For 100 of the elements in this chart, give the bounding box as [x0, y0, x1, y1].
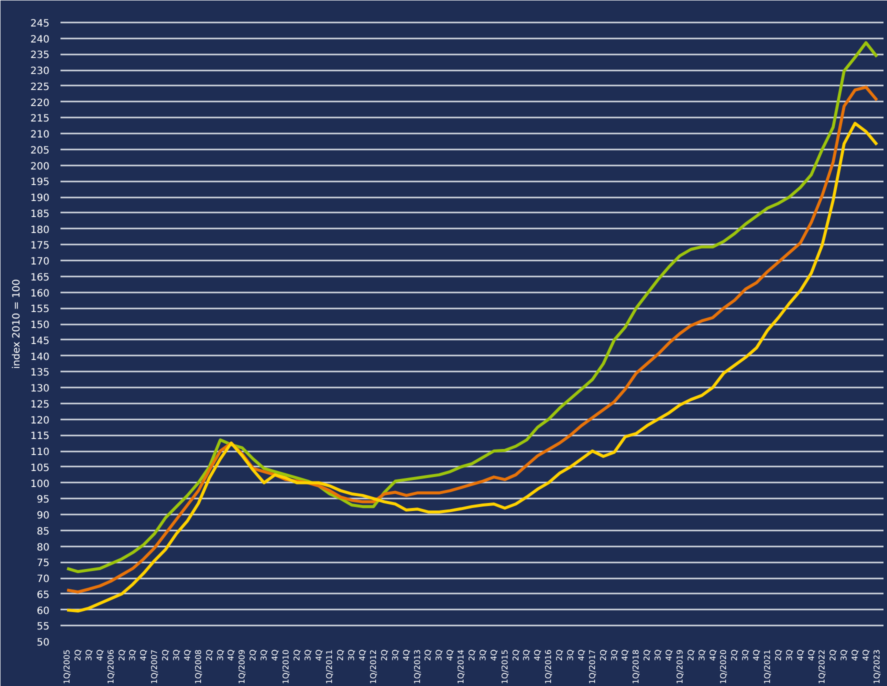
x-tick-label: 4Q	[861, 649, 870, 661]
x-tick-label: 1Q/2009	[238, 649, 247, 684]
x-tick-label: 2Q	[468, 649, 476, 661]
x-tick-label: 2Q	[511, 649, 520, 661]
x-tick-label: 3Q	[303, 649, 312, 661]
y-tick-label: 95	[36, 494, 50, 506]
y-tick-label: 130	[30, 384, 50, 394]
x-tick-label: 2Q	[642, 649, 652, 661]
x-tick-label: 1Q/2017	[588, 649, 597, 684]
x-tick-label: 2Q	[774, 649, 783, 661]
y-tick-label: 70	[36, 574, 50, 585]
x-tick-label: 3Q	[260, 649, 269, 661]
y-tick-label: 175	[30, 240, 50, 252]
x-tick-label: 3Q	[697, 649, 706, 661]
y-tick-label: 165	[30, 272, 50, 284]
y-tick-label: 55	[36, 622, 50, 633]
y-tick-label: 75	[36, 558, 50, 570]
x-tick-label: 3Q	[478, 649, 488, 661]
y-tick-label: 85	[36, 526, 50, 538]
y-tick-label: 170	[30, 256, 50, 268]
y-tick-label: 185	[30, 208, 50, 220]
x-tick-label: 1Q/2012	[369, 649, 378, 684]
x-tick-label: 4Q	[620, 649, 630, 661]
x-tick-label: 4Q	[358, 649, 368, 661]
x-tick-label: 3Q	[654, 649, 663, 661]
x-tick-label: 4Q	[402, 649, 411, 661]
y-tick-label: 245	[30, 18, 50, 30]
x-tick-label: 3Q	[784, 649, 794, 661]
x-tick-label: 1Q/2005	[62, 649, 72, 684]
x-tick-label: 4Q	[446, 649, 455, 661]
x-tick-label: 3Q	[172, 649, 182, 661]
x-tick-label: 3Q	[84, 649, 94, 661]
x-tick-label: 1Q/2018	[632, 649, 641, 684]
x-tick-label: 1Q/2007	[150, 649, 160, 684]
y-tick-label: 230	[30, 66, 50, 77]
x-tick-label: 2Q	[555, 649, 564, 661]
x-tick-label: 3Q	[347, 649, 356, 661]
y-tick-label: 115	[30, 431, 50, 442]
x-tick-label: 4Q	[850, 649, 860, 661]
x-tick-label: 2Q	[424, 649, 433, 661]
x-tick-label: 3Q	[434, 649, 444, 661]
x-tick-label: 2Q	[74, 649, 83, 661]
x-tick-label: 2Q	[292, 649, 302, 661]
y-tick-label: 110	[30, 447, 50, 458]
x-tick-label: 3Q	[390, 649, 400, 661]
y-tick-label: 235	[30, 50, 50, 62]
x-tick-label: 1Q/2021	[762, 649, 772, 684]
x-tick-label: 4Q	[95, 649, 104, 661]
x-tick-label: 2Q	[117, 649, 126, 661]
x-tick-label: 4Q	[270, 649, 280, 661]
x-tick-label: 1Q/2022	[818, 649, 827, 684]
x-tick-label: 2Q	[686, 649, 696, 661]
x-tick-label: 4Q	[796, 649, 805, 661]
x-tick-label: 3Q	[216, 649, 225, 661]
x-tick-label: 1Q/2014	[456, 649, 466, 684]
y-tick-label: 105	[30, 462, 50, 474]
x-tick-label: 4Q	[533, 649, 542, 661]
y-tick-label: 200	[30, 161, 50, 172]
x-tick-label: 4Q	[226, 649, 236, 661]
x-tick-label: 4Q	[752, 649, 762, 661]
x-tick-label: 4Q	[139, 649, 148, 661]
y-tick-label: 140	[30, 352, 50, 363]
x-tick-label: 3Q	[840, 649, 849, 661]
x-tick-label: 4Q	[806, 649, 816, 661]
x-tick-label: 4Q	[314, 649, 324, 661]
y-tick-label: 120	[30, 415, 50, 426]
x-tick-label: 1Q/2015	[500, 649, 510, 684]
x-tick-label: 1Q/2023	[872, 649, 882, 684]
x-tick-label: 1Q/2010	[281, 649, 290, 684]
x-tick-label: 3Q	[522, 649, 532, 661]
y-tick-label: 160	[30, 288, 50, 300]
x-tick-label: 2Q	[204, 649, 214, 661]
y-tick-label: 220	[30, 98, 50, 109]
y-tick-label: 210	[30, 130, 50, 140]
x-tick-label: 3Q	[128, 649, 138, 661]
y-tick-label: 125	[30, 399, 50, 410]
x-tick-label: 4Q	[182, 649, 192, 661]
x-tick-label: 1Q/2016	[544, 649, 554, 684]
x-tick-label: 4Q	[489, 649, 498, 661]
y-tick-label: 155	[30, 304, 50, 316]
y-tick-label: 145	[30, 336, 50, 347]
x-tick-label: 2Q	[336, 649, 346, 661]
y-tick-label: 190	[30, 193, 50, 204]
x-tick-label: 2Q	[248, 649, 258, 661]
x-tick-label: 3Q	[566, 649, 575, 661]
y-tick-label: 50	[36, 638, 50, 648]
y-tick-label: 100	[30, 478, 50, 490]
x-tick-label: 2Q	[380, 649, 389, 661]
y-tick-label: 180	[30, 224, 50, 236]
y-tick-label: 240	[30, 34, 50, 46]
y-tick-label: 90	[36, 510, 50, 522]
y-tick-label: 225	[30, 82, 50, 93]
x-tick-label: 1Q/2013	[412, 649, 422, 684]
x-tick-label: 1Q/2008	[194, 649, 203, 684]
x-tick-label: 2Q	[828, 649, 838, 661]
x-tick-label: 4Q	[708, 649, 718, 661]
y-tick-label: 60	[36, 606, 50, 617]
y-tick-label: 215	[30, 114, 50, 125]
x-tick-label: 4Q	[664, 649, 674, 661]
y-tick-label: 65	[36, 590, 50, 601]
